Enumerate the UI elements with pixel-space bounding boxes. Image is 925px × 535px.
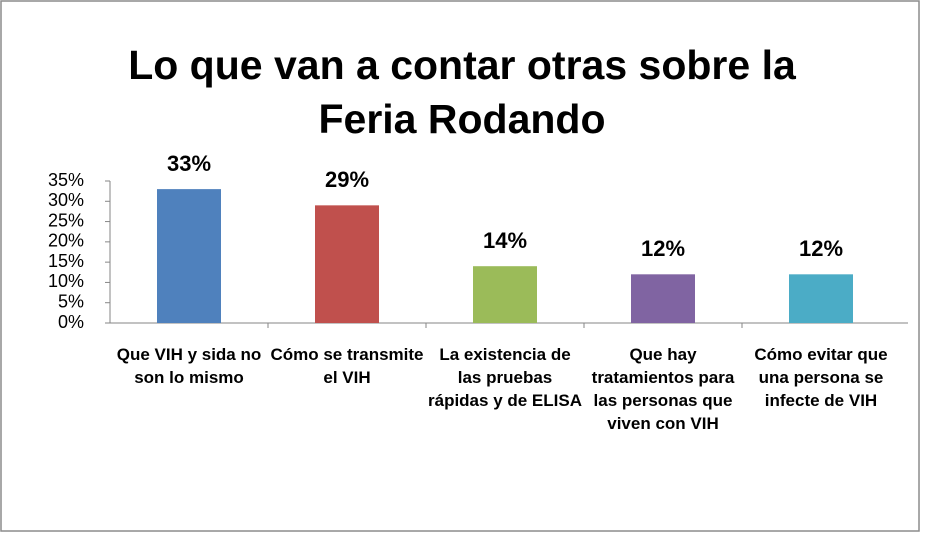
y-tick-label: 10% bbox=[48, 271, 84, 291]
y-tick-label: 35% bbox=[48, 170, 84, 190]
bar bbox=[157, 189, 221, 323]
bar bbox=[789, 274, 853, 323]
data-label: 12% bbox=[641, 236, 685, 261]
x-tick-label: La existencia de las pruebas rápidas y d… bbox=[428, 345, 582, 410]
y-tick-label: 5% bbox=[58, 291, 84, 311]
y-tick-label: 20% bbox=[48, 231, 84, 251]
bar bbox=[473, 266, 537, 323]
data-label: 33% bbox=[167, 151, 211, 176]
data-label: 12% bbox=[799, 236, 843, 261]
y-tick-label: 0% bbox=[58, 312, 84, 332]
x-tick-label: Que hay tratamientos para las personas q… bbox=[591, 345, 735, 433]
data-label: 29% bbox=[325, 167, 369, 192]
x-tick-label: Cómo se transmite el VIH bbox=[270, 345, 424, 387]
data-label: 14% bbox=[483, 228, 527, 253]
x-tick-label: Que VIH y sida no son lo mismo bbox=[116, 345, 262, 387]
chart-title: Lo que van a contar otras sobre la Feria… bbox=[128, 42, 796, 142]
y-tick-label: 25% bbox=[48, 210, 84, 230]
x-tick-label: Cómo evitar que una persona se infecte d… bbox=[754, 345, 888, 410]
y-tick-label: 15% bbox=[48, 251, 84, 271]
bar bbox=[315, 205, 379, 323]
y-tick-label: 30% bbox=[48, 190, 84, 210]
bar bbox=[631, 274, 695, 323]
